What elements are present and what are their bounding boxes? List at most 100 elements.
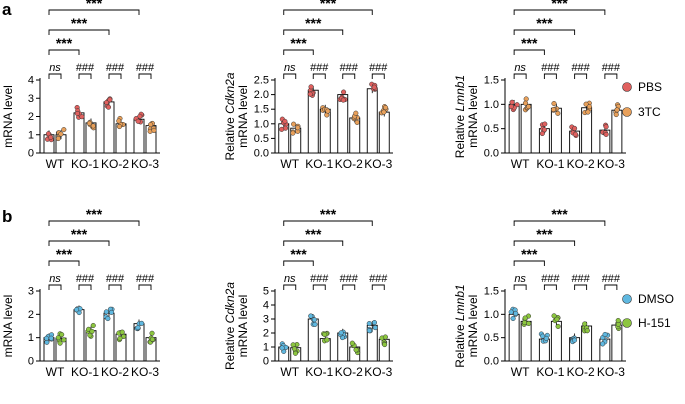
y-tick-label: 1 (263, 342, 269, 354)
y-axis-label-line2: mRNA level (466, 85, 480, 148)
bracket-wt-vs-KO-2 (513, 240, 576, 246)
legend-label: PBS (638, 80, 662, 94)
data-point (57, 340, 63, 346)
bracket-within-KO-3 (371, 284, 385, 290)
significance-label: *** (536, 15, 553, 31)
legend-label: H-151 (638, 316, 671, 330)
bar-KO-2-PBS (337, 94, 349, 154)
bracket-within-KO-3 (138, 284, 152, 290)
y-tick-label: 0.0 (254, 148, 269, 160)
y-axis-label-line2: mRNA level (466, 295, 480, 358)
data-point (116, 118, 122, 124)
bracket-within-KO-3 (604, 73, 618, 79)
bracket-within-WT (513, 284, 527, 290)
y-tick-label: 0 (28, 148, 34, 160)
bracket-within-KO-1 (543, 73, 557, 79)
y-tick-label: 0.5 (484, 332, 499, 344)
data-point (282, 118, 288, 124)
data-point (508, 309, 514, 315)
data-point (61, 337, 67, 343)
data-point (554, 316, 560, 322)
chart-a-1: 0 1 2 3 4 Relative Cdkn1a mRNA level WT KO-1 KO-2… (0, 0, 160, 171)
data-point (509, 99, 515, 105)
bracket-within-WT (48, 284, 62, 290)
data-point (139, 320, 145, 326)
data-point (551, 313, 557, 319)
legend-label: DMSO (638, 292, 674, 306)
data-point (508, 103, 514, 110)
bracket-label: ### (602, 62, 621, 74)
data-point (87, 332, 93, 338)
data-point (353, 110, 359, 116)
bar-KO-2-3TC (581, 107, 593, 154)
y-axis-label-prefix: Relative (0, 323, 2, 370)
y-axis-label-gene: Cdkn1a (0, 282, 2, 324)
data-point (542, 121, 548, 127)
data-point (341, 89, 347, 95)
y-axis-label-line2: mRNA level (236, 85, 250, 148)
bracket-label: ### (76, 273, 95, 285)
data-point (322, 331, 328, 338)
chart-b-1: 0 1 2 3 Relative Cdkn1a mRNA level WT KO-1 KO-2 K… (0, 206, 160, 379)
legend-label: 3TC (638, 105, 661, 119)
x-tick-label: KO-3 (364, 365, 392, 379)
y-tick-label: 3 (28, 93, 34, 105)
data-point (613, 112, 619, 118)
data-point (55, 135, 61, 142)
bracket-label: ### (106, 62, 125, 74)
y-tick-label: 1.5 (484, 286, 499, 298)
y-tick-label: 3 (28, 286, 34, 298)
data-point (381, 109, 387, 115)
chart-a-3: 0.0 0.5 1.0 1.5 Relative Lmnb1 mRNA level WT KO… (453, 0, 626, 171)
bracket-label: ### (369, 62, 388, 74)
bracket-within-KO-3 (138, 73, 152, 79)
data-point (117, 335, 123, 341)
data-point (308, 84, 314, 90)
y-axis-label: Relative Cdkn2a (223, 282, 237, 370)
data-point (522, 315, 528, 321)
bracket-wt-vs-KO-1 (48, 49, 80, 55)
y-axis-label-gene: Cdkn2a (223, 282, 237, 324)
bracket-within-KO-2 (108, 73, 122, 79)
bracket-label: ### (310, 273, 329, 285)
y-axis-label-gene: Cdkn1a (0, 72, 2, 114)
significance-label: *** (86, 206, 103, 222)
significance-label: *** (290, 246, 307, 262)
data-point (149, 330, 155, 336)
data-point (279, 345, 285, 351)
y-axis-label-line2: mRNA level (1, 295, 15, 358)
chart-a-2: 0.0 0.5 1.0 1.5 2.0 2.5 Relative Cdkn2a mRNA le… (223, 0, 393, 171)
significance-label: *** (71, 226, 88, 242)
y-axis-label-prefix: Relative (223, 114, 237, 161)
data-point (582, 321, 588, 327)
y-axis-label-gene: Lmnb1 (453, 75, 467, 112)
y-tick-label: 5 (263, 286, 269, 298)
data-point (312, 321, 318, 327)
x-tick-label: KO-3 (364, 157, 392, 171)
data-point (526, 320, 532, 326)
data-point (279, 126, 285, 132)
significance-label: *** (56, 35, 73, 51)
y-tick-label: 2 (28, 111, 34, 123)
y-tick-label: 3 (263, 314, 269, 326)
y-tick-label: 1.0 (484, 99, 499, 111)
data-point (540, 333, 546, 339)
x-tick-label: KO-2 (101, 157, 129, 171)
bracket-label: ns (49, 62, 61, 74)
significance-label: *** (536, 226, 553, 242)
data-point (90, 322, 96, 329)
data-point (372, 325, 378, 331)
bracket-within-KO-1 (78, 284, 92, 290)
data-point (371, 84, 377, 90)
data-point (551, 101, 557, 107)
data-point (615, 317, 621, 324)
y-axis-label: Relative Cdkn2a (223, 72, 237, 160)
bracket-label: ### (571, 62, 590, 74)
data-point (543, 335, 549, 341)
y-tick-label: 1.5 (484, 75, 499, 87)
bracket-within-KO-3 (604, 284, 618, 290)
y-tick-label: 4 (28, 75, 34, 87)
y-axis-label: Relative Cdkn1a (0, 282, 2, 370)
